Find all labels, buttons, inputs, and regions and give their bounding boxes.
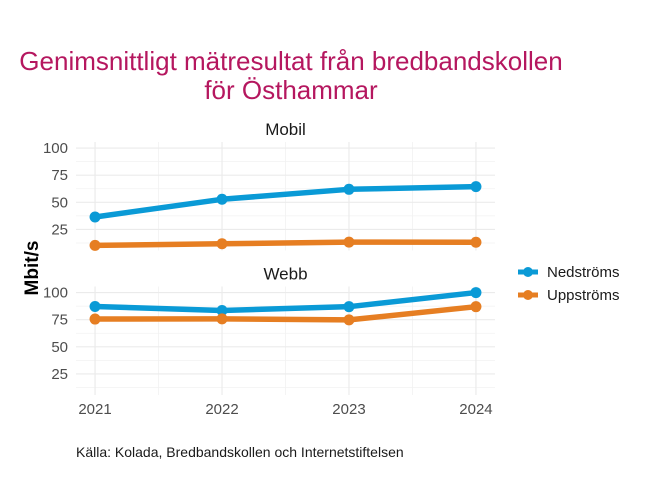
legend-item-uppströms: Uppströms [518,287,620,304]
y-tick-label: 25 [51,366,68,383]
data-point [216,313,228,325]
data-point [343,236,355,248]
chart-caption: Källa: Kolada, Bredbandskollen och Inter… [76,444,404,460]
legend-item-nedströms: Nedströms [518,264,620,281]
legend-marker [523,267,533,277]
data-point [216,238,228,250]
y-tick-label: 50 [51,339,68,356]
data-point [470,301,482,313]
x-tick-label: 2024 [459,401,492,418]
x-tick-label: 2023 [332,401,365,418]
facet-panel-mobil: Mobil 25 50 75 100 [43,120,495,251]
data-point [89,300,101,312]
facet-title: Webb [263,265,307,284]
legend-label: Nedströms [547,264,620,281]
chart-title-line-1: Genimsnittligt mätresultat från bredband… [19,46,563,76]
x-tick-label: 2022 [205,401,238,418]
data-point [343,301,355,313]
y-tick-label: 75 [51,167,68,184]
chart-title: Genimsnittligt mätresultat från bredband… [0,47,582,105]
chart-title-line-2: för Östhammar [204,75,378,105]
series-line-uppströms [92,303,479,323]
data-point [216,193,228,205]
data-point [470,236,482,248]
legend-marker [523,290,533,300]
y-tick-label: 75 [51,312,68,329]
data-point [216,304,228,316]
series-line-nedströms [92,183,479,220]
data-point [89,313,101,325]
x-tick-label: 2021 [78,401,111,418]
y-tick-label: 50 [51,194,68,211]
data-point [343,314,355,326]
data-point [470,287,482,299]
y-axis-label: Mbit/s [22,241,43,296]
data-point [89,239,101,251]
facet-panel-webb: Webb 25 50 75 100 2021 2022 2023 2024 [43,265,495,418]
data-point [470,181,482,193]
legend-label: Uppströms [547,287,620,304]
data-point [343,183,355,195]
series-line-uppströms [92,239,479,249]
facet-title: Mobil [265,120,306,139]
data-point [89,211,101,223]
y-tick-label: 100 [43,285,68,302]
y-tick-label: 25 [51,221,68,238]
legend: Nedströms Uppströms [518,264,620,304]
series-line-nedströms [92,289,479,314]
y-tick-label: 100 [43,140,68,157]
